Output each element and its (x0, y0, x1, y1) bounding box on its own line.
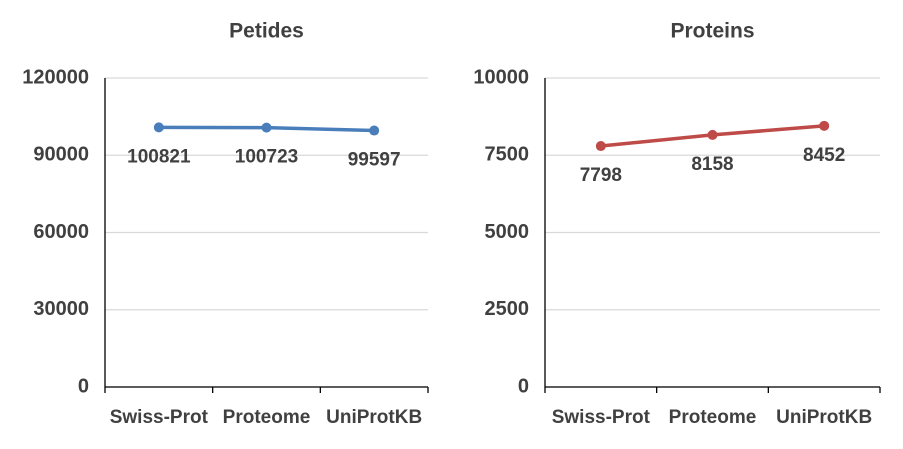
y-tick-label: 120000 (22, 66, 89, 88)
data-label: 99597 (348, 150, 401, 171)
y-tick-label: 60000 (33, 221, 89, 243)
data-label: 100821 (127, 146, 191, 167)
y-tick-label: 90000 (33, 144, 89, 166)
x-tick-label: Proteome (669, 407, 757, 428)
y-tick-label: 30000 (33, 298, 89, 320)
x-tick-label: UniProtKB (776, 407, 872, 428)
marker (261, 122, 272, 133)
x-tick-label: Proteome (223, 407, 311, 428)
chart-title: Proteins (670, 20, 754, 43)
data-label: 7798 (580, 165, 622, 186)
x-tick-label: UniProtKB (326, 407, 422, 428)
y-tick-label: 10000 (473, 66, 529, 88)
data-label: 100723 (235, 147, 298, 168)
y-tick-label: 5000 (485, 221, 530, 243)
marker (595, 141, 606, 152)
y-tick-label: 2500 (485, 298, 530, 320)
data-label: 8452 (803, 145, 845, 166)
y-tick-label: 0 (78, 375, 89, 397)
marker (707, 129, 718, 140)
marker (369, 125, 380, 136)
data-label: 8158 (691, 154, 733, 175)
marker (819, 120, 830, 131)
y-tick-label: 7500 (485, 144, 530, 166)
marker (153, 122, 164, 133)
x-tick-label: Swiss-Prot (110, 407, 209, 428)
y-tick-label: 0 (518, 375, 529, 397)
x-tick-label: Swiss-Prot (552, 407, 651, 428)
chart-title: Petides (229, 20, 304, 43)
